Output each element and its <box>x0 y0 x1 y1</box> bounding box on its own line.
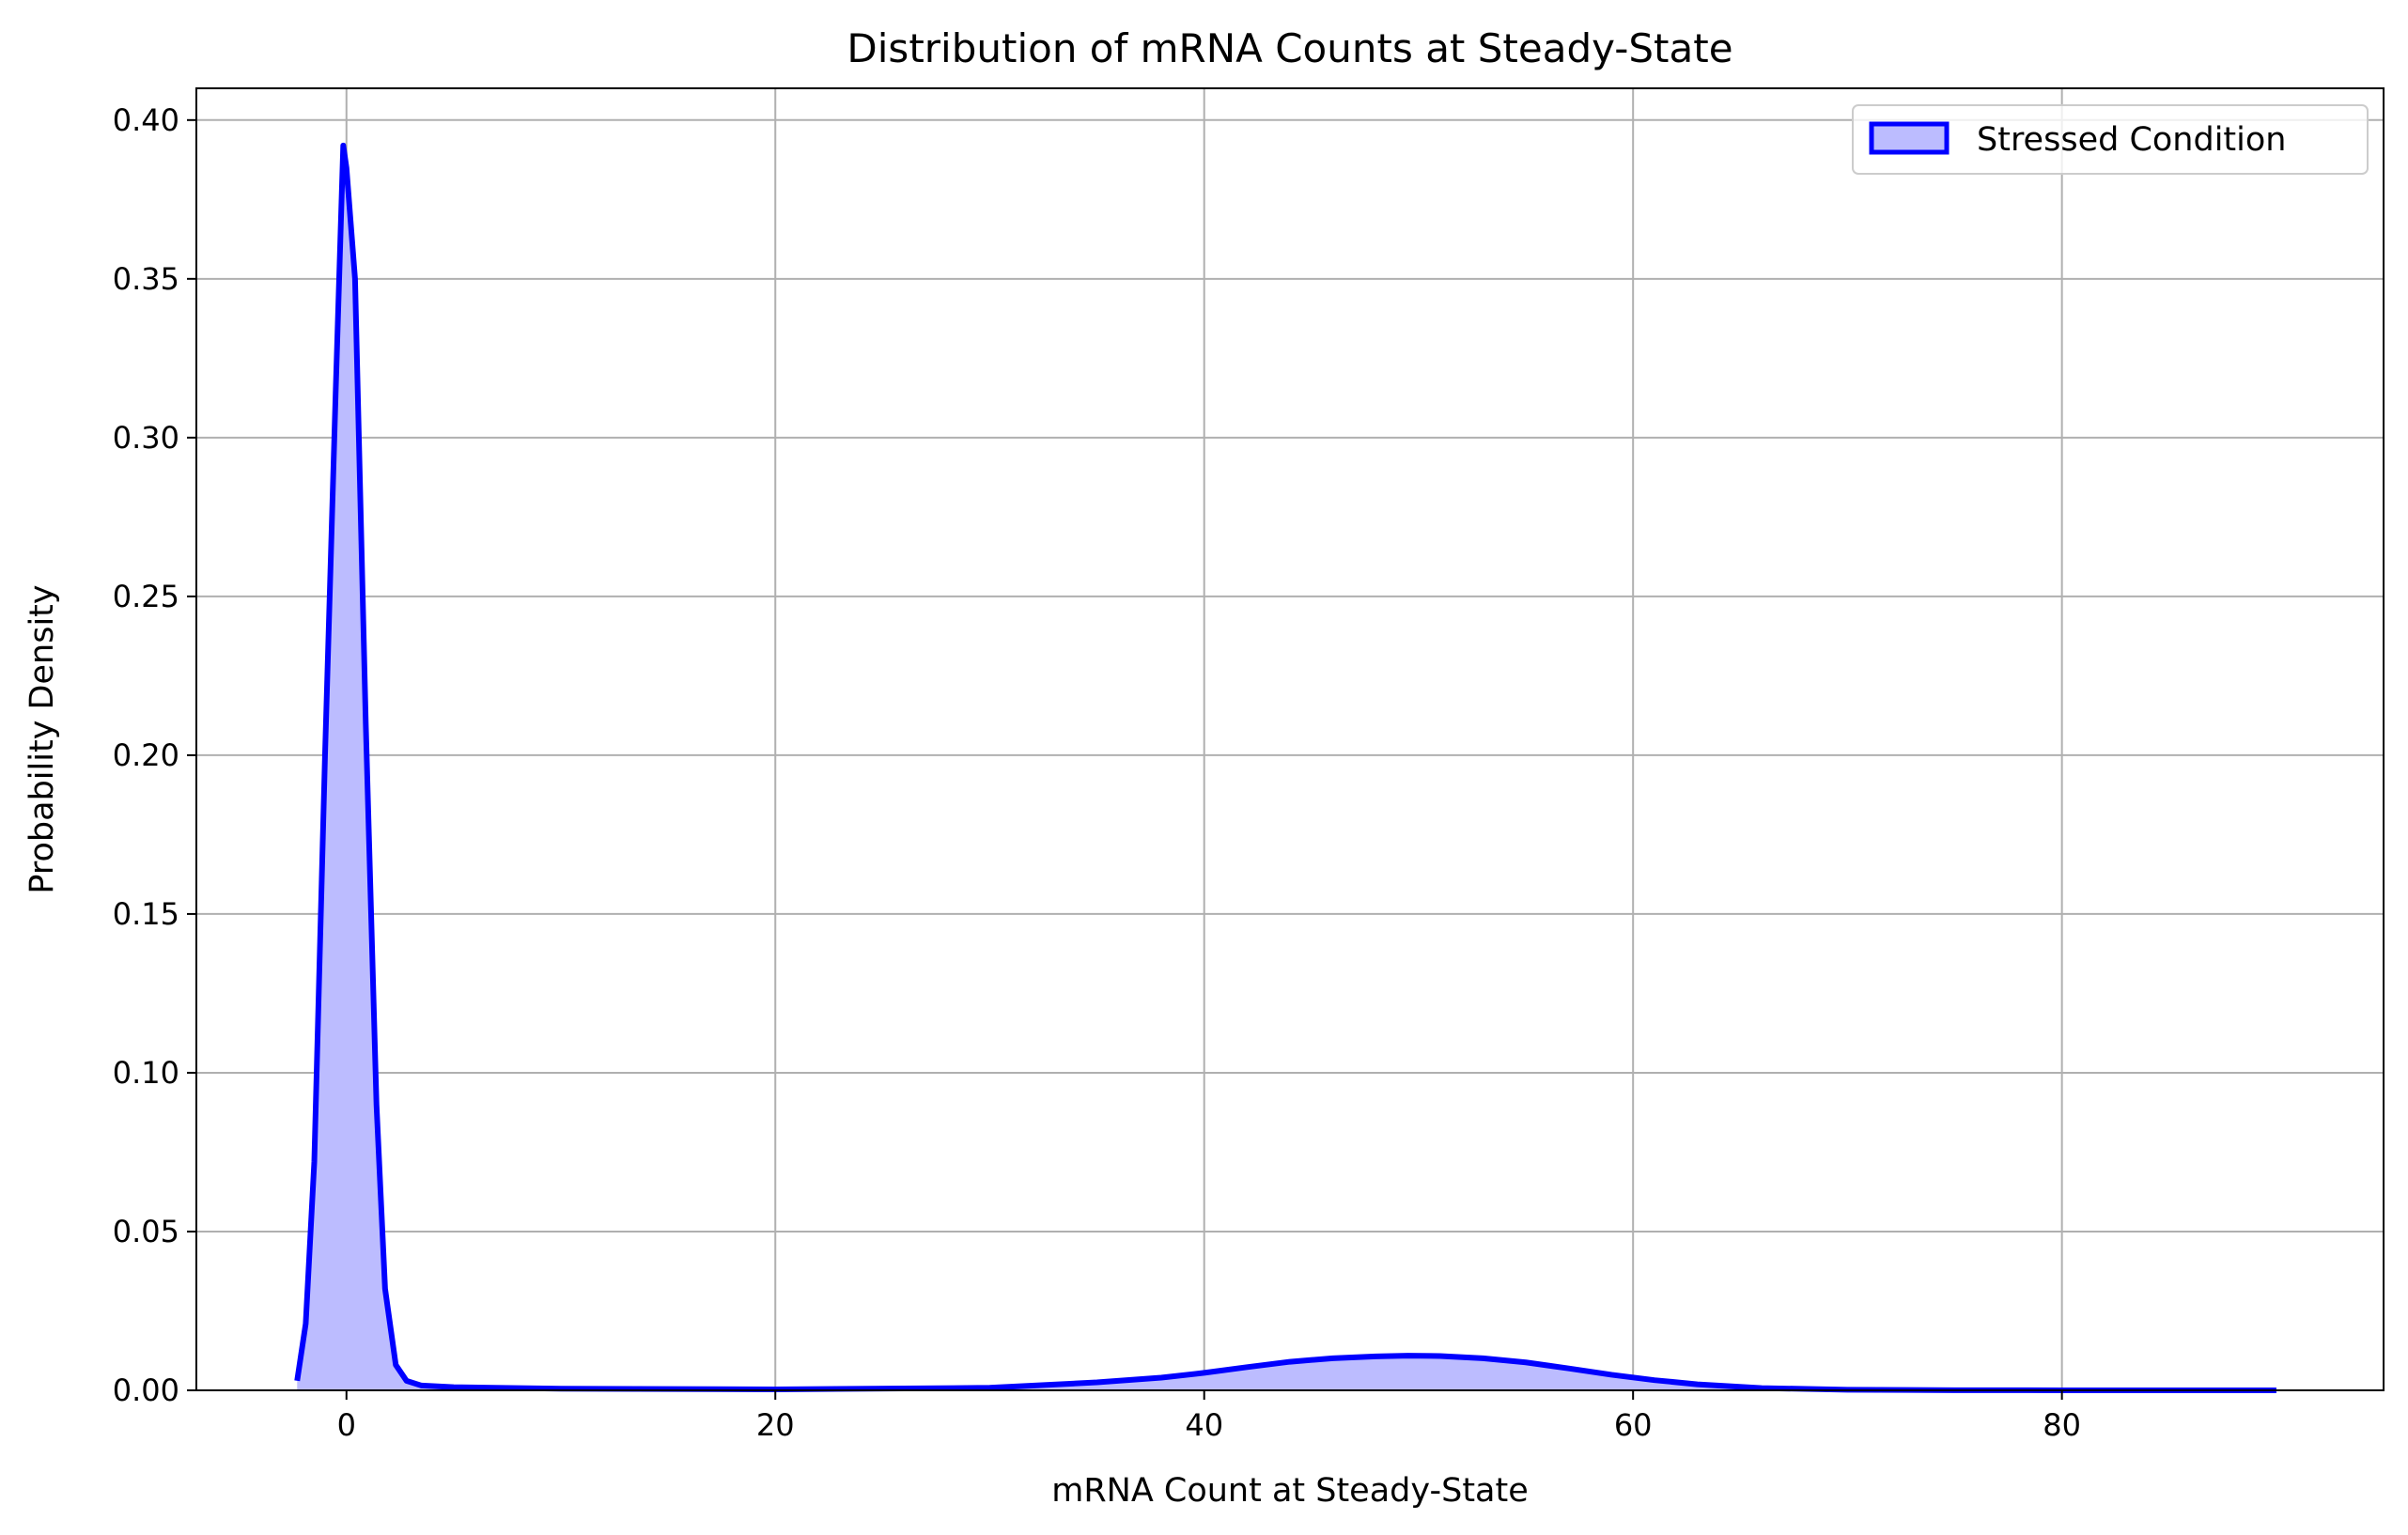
x-tick-label: 80 <box>2043 1407 2081 1443</box>
series-line <box>294 142 2276 1393</box>
x-tick-label: 0 <box>337 1407 356 1443</box>
y-tick-label: 0.05 <box>113 1214 179 1249</box>
y-axis-label: Probability Density <box>23 584 61 893</box>
y-tick-label: 0.00 <box>113 1372 179 1408</box>
y-tick-label: 0.15 <box>113 896 179 932</box>
y-tick-label: 0.35 <box>113 261 179 297</box>
plot-frame <box>195 87 2385 1391</box>
y-tick-label: 0.20 <box>113 737 179 773</box>
legend-box <box>1852 104 2369 175</box>
y-tick-label: 0.30 <box>113 420 179 456</box>
grid-lines <box>196 88 2384 1391</box>
x-tick-label: 60 <box>1614 1407 1653 1443</box>
legend-entry-label: Stressed Condition <box>1977 121 2286 159</box>
x-tick-label: 40 <box>1185 1407 1223 1443</box>
y-tick-label: 0.25 <box>113 579 179 614</box>
y-tick-label: 0.10 <box>113 1055 179 1091</box>
y-tick-label: 0.40 <box>113 102 179 138</box>
chart-title: Distribution of mRNA Counts at Steady-St… <box>847 25 1732 71</box>
legend: Stressed Condition <box>1852 104 2369 175</box>
legend-swatch <box>1869 121 1950 155</box>
ticks-layer: 0 20 40 60 80 0.00 0.05 0.10 0.15 0.20 0.25 0.30 0.3… <box>113 102 2081 1443</box>
x-axis-label: mRNA Count at Steady-State <box>1051 1472 1529 1510</box>
x-tick-label: 20 <box>756 1407 795 1443</box>
series-layer <box>294 142 2276 1393</box>
